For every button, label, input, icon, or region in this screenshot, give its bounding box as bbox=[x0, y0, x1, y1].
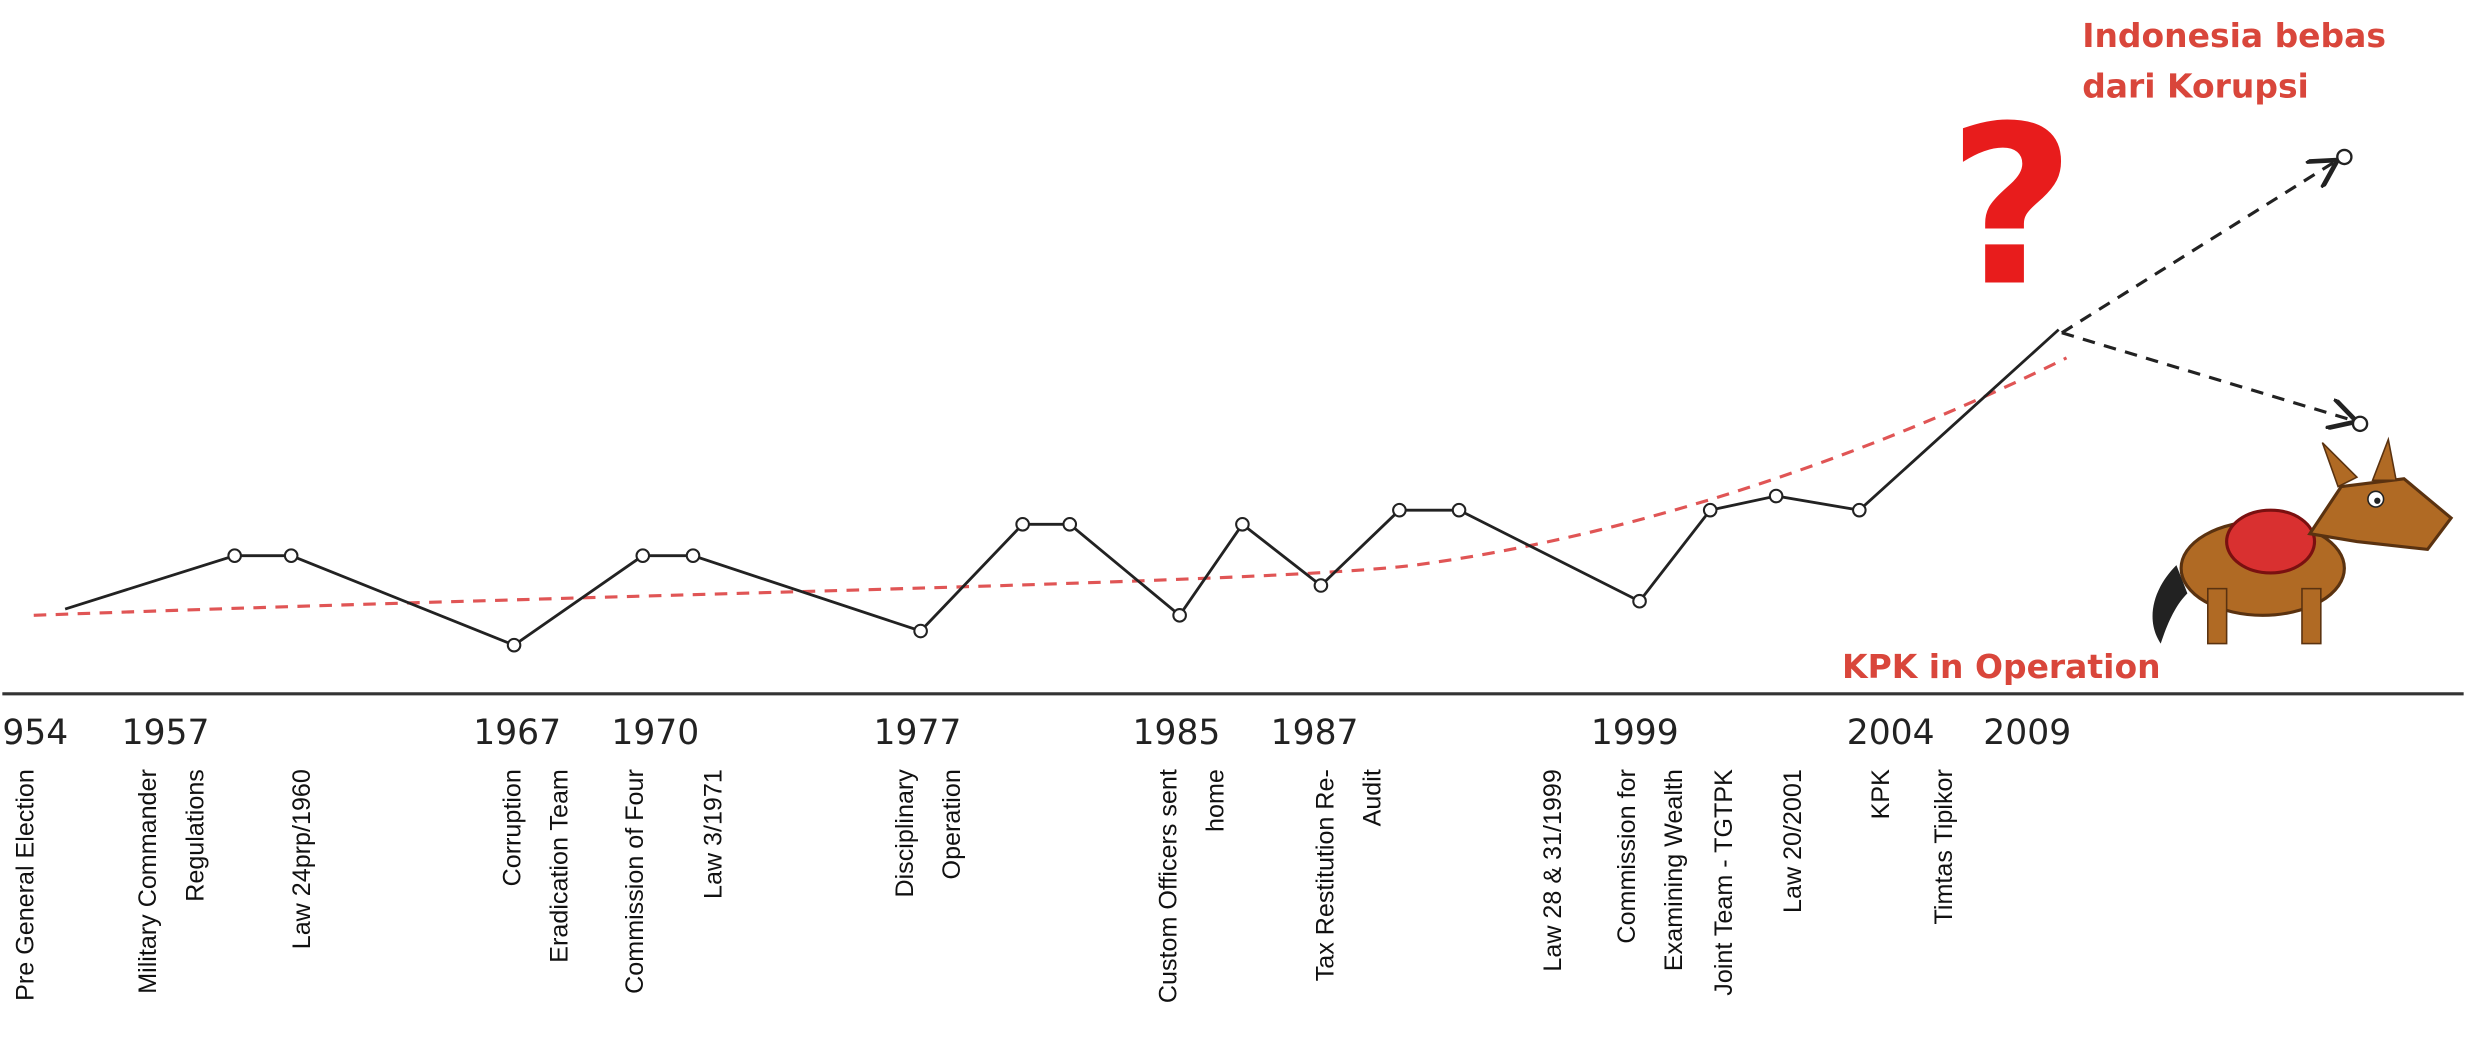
goal-text: dari Korupsi bbox=[2082, 66, 2309, 105]
node bbox=[1062, 516, 1078, 532]
node bbox=[1015, 516, 1030, 532]
node bbox=[1172, 608, 1187, 623]
event-label: Disciplinary bbox=[891, 769, 919, 898]
event-label: Military Commander bbox=[134, 769, 162, 994]
node bbox=[635, 548, 651, 563]
event-label: Timtas Tipikor bbox=[1930, 769, 1958, 924]
event-label: Pre General Election bbox=[12, 769, 40, 1001]
node bbox=[1313, 578, 1329, 593]
arrow-up bbox=[2060, 162, 2335, 335]
year-label: 954 bbox=[2, 713, 68, 753]
kpk-label: KPK in Operation bbox=[1842, 647, 2161, 686]
event-label: Commission for bbox=[1613, 769, 1641, 943]
node bbox=[1392, 502, 1407, 518]
event-label: Audit bbox=[1359, 769, 1387, 826]
year-label: 1957 bbox=[122, 713, 210, 753]
event-label: Joint Team - TGTPK bbox=[1710, 769, 1738, 996]
year-label: 1977 bbox=[874, 713, 962, 753]
line-nodes bbox=[227, 488, 1867, 653]
event-label: Commission of Four bbox=[621, 769, 649, 994]
event-label: Law 3/1971 bbox=[699, 769, 727, 899]
event-label: Examining Wealth bbox=[1660, 769, 1688, 971]
year-label: 1970 bbox=[611, 713, 699, 753]
event-label: Custom Officers sent bbox=[1154, 769, 1182, 1003]
node bbox=[913, 623, 928, 639]
year-label: 2004 bbox=[1847, 713, 1935, 753]
node bbox=[1702, 502, 1718, 518]
event-label: Regulations bbox=[181, 769, 209, 902]
node bbox=[506, 637, 522, 653]
event-label: Law 20/2001 bbox=[1779, 769, 1807, 913]
node bbox=[685, 548, 701, 563]
node bbox=[227, 548, 242, 563]
year-labels: 954 1957 1967 1970 1977 1985 1987 1999 2004 2009 bbox=[2, 713, 2071, 753]
fail-node bbox=[2351, 415, 2369, 433]
donkey-illustration bbox=[2152, 436, 2454, 645]
event-label: Law 24prp/1960 bbox=[288, 769, 316, 949]
node bbox=[283, 548, 299, 563]
event-label: Eradication Team bbox=[545, 769, 573, 963]
year-label: 1967 bbox=[473, 713, 561, 753]
node bbox=[1768, 488, 1784, 504]
event-label: Operation bbox=[938, 769, 966, 879]
event-label: Tax Restitution Re- bbox=[1311, 769, 1339, 981]
node bbox=[1235, 516, 1250, 532]
event-label: home bbox=[1202, 769, 1230, 832]
question-mark: ? bbox=[1948, 79, 2075, 335]
year-label: 2009 bbox=[1983, 713, 2071, 753]
arrow-down bbox=[2061, 331, 2354, 421]
year-label: 1987 bbox=[1271, 713, 1359, 753]
event-labels: Pre General Election Military Commander Re… bbox=[12, 769, 1958, 1003]
node bbox=[1632, 593, 1647, 609]
year-label: 1999 bbox=[1591, 713, 1679, 753]
goal-node bbox=[2336, 148, 2353, 166]
trend-curve bbox=[33, 356, 2068, 617]
event-label: KPK bbox=[1867, 769, 1895, 819]
event-label: Corruption bbox=[498, 769, 526, 886]
event-label: Law 28 & 31/1999 bbox=[1539, 769, 1567, 971]
node bbox=[1852, 502, 1867, 518]
goal-text: Indonesia bebas bbox=[2082, 16, 2386, 55]
node bbox=[1451, 502, 1467, 518]
year-label: 1985 bbox=[1133, 713, 1221, 753]
